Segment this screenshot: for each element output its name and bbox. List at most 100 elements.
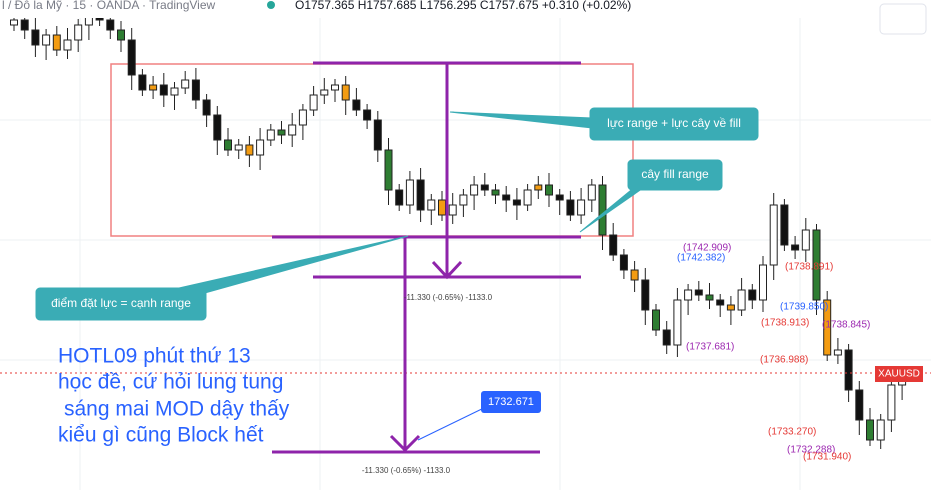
candle — [10, 19, 18, 26]
level-label: (1732.288) — [787, 445, 835, 456]
candle — [684, 289, 693, 301]
measure-label: -11.330 (-0.65%) -1133.0 — [362, 466, 451, 475]
candle — [705, 294, 714, 301]
candle — [577, 199, 586, 216]
candle — [298, 109, 307, 126]
callout-text: lực range + lực cây về fill — [607, 116, 741, 130]
candle — [320, 89, 329, 96]
candle — [630, 269, 639, 281]
candle — [855, 389, 864, 421]
status-dot — [267, 1, 275, 9]
candle — [566, 199, 575, 216]
candle — [42, 34, 51, 46]
note-line: học đề, cứ hỏi lung tung — [58, 371, 283, 394]
candle — [598, 184, 607, 236]
candle — [491, 189, 500, 196]
levels: (1742.909)(1742.382) (1738.891) (1739.850)… — [677, 243, 870, 463]
candle — [52, 34, 61, 51]
candle — [309, 94, 318, 111]
candle — [416, 179, 425, 211]
level-label: (1737.681) — [686, 342, 734, 353]
candle — [726, 304, 735, 311]
candle — [448, 204, 457, 216]
candle — [737, 289, 746, 311]
candle — [117, 29, 125, 41]
level-label: (1742.382) — [677, 253, 725, 264]
level-label: (1736.988) — [760, 355, 808, 366]
candle — [512, 199, 521, 206]
callout-shapes — [35, 107, 759, 321]
level-label: (1738.845) — [822, 320, 870, 331]
candle — [791, 244, 800, 251]
ohlc: O1757.365 H1757.685 L1756.295 C1757.675 … — [295, 0, 631, 12]
symbol-tag: XAUUSD — [878, 369, 920, 380]
level-label: (1733.270) — [768, 427, 816, 438]
header-bar — [0, 0, 931, 18]
note: HOTL09 phút thứ 13 học đề, cứ hỏi lung t… — [58, 345, 290, 447]
candle — [405, 179, 414, 206]
candle — [502, 194, 511, 201]
candle — [363, 109, 372, 121]
candle — [662, 329, 671, 346]
candle — [31, 29, 40, 46]
candle — [234, 144, 243, 151]
candle — [748, 289, 757, 301]
candle — [866, 419, 874, 441]
candle — [191, 79, 200, 101]
measure-label: -11.330 (-0.65%) -1133.0 — [404, 293, 493, 302]
candle — [106, 19, 115, 31]
candle — [159, 84, 168, 96]
candle — [609, 234, 618, 256]
candle — [181, 79, 190, 89]
candle — [288, 124, 297, 136]
callout-text: điểm đặt lực = cạnh range — [51, 296, 191, 310]
candle — [534, 184, 543, 191]
candle — [149, 84, 158, 91]
candle — [887, 384, 896, 421]
drawings — [272, 61, 581, 454]
candle — [63, 39, 72, 51]
candles — [10, 3, 907, 449]
candle — [202, 99, 211, 116]
candle — [331, 84, 339, 91]
note-line: kiểu gì cũng Block hết — [58, 424, 264, 447]
candle — [438, 199, 446, 216]
symbol-title: l / Đô la Mỹ · 15 · OANDA · TradingView — [2, 0, 216, 12]
candle — [277, 129, 286, 136]
candle — [555, 194, 564, 201]
note-line: sáng mai MOD dậy thấy — [64, 398, 290, 421]
candle — [545, 184, 553, 196]
candle — [170, 87, 179, 96]
candle — [876, 419, 885, 441]
level-label: (1738.913) — [761, 318, 809, 329]
candle — [74, 24, 83, 41]
candle — [780, 204, 789, 246]
candle — [801, 229, 810, 251]
level-label: (1731.940) — [803, 452, 851, 463]
candle — [759, 264, 767, 301]
candle — [352, 99, 361, 111]
candle — [812, 229, 821, 301]
candle — [769, 204, 778, 266]
candle — [395, 189, 404, 206]
toolbar-buttons[interactable] — [879, 3, 927, 35]
candle — [341, 84, 350, 101]
level-label: (1742.909) — [683, 243, 731, 254]
candle — [127, 39, 136, 76]
level-label: (1739.850) — [780, 302, 828, 313]
candle — [384, 149, 393, 191]
candle — [256, 139, 265, 156]
candle — [641, 279, 650, 311]
candle — [459, 194, 468, 206]
candle — [138, 74, 147, 91]
candle — [20, 19, 29, 31]
candle — [213, 114, 222, 141]
candle — [844, 349, 853, 391]
candle — [523, 189, 532, 206]
level-label: (1738.891) — [785, 262, 833, 273]
candle — [266, 129, 275, 141]
range-box — [110, 63, 634, 237]
symbol-tag-box — [875, 366, 923, 382]
candle — [224, 139, 232, 151]
